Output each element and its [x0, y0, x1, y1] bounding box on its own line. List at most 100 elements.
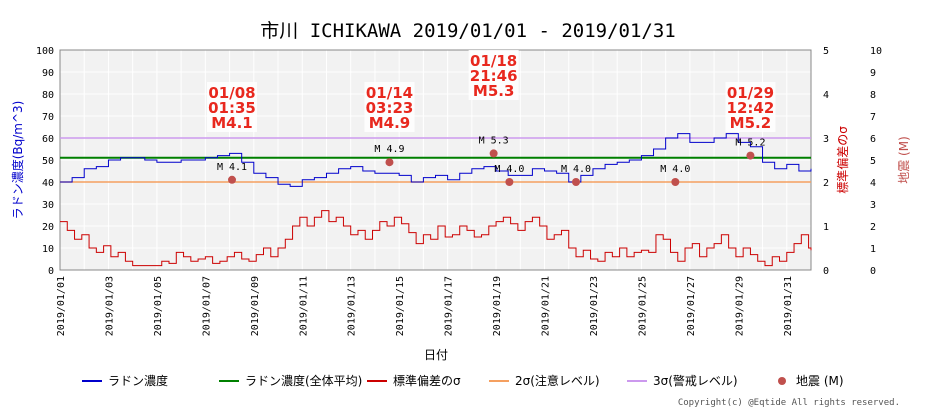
x-tick-label: 2019/01/31 — [783, 276, 794, 336]
legend-label: 標準偏差のσ — [393, 373, 461, 388]
x-tick-label: 2019/01/21 — [541, 276, 552, 336]
y-tick-magnitude: 7 — [870, 112, 876, 123]
y-tick-sigma: 5 — [823, 46, 829, 57]
y-tick-sigma: 3 — [823, 134, 829, 145]
earthquake-label: M 4.9 — [374, 144, 404, 155]
earthquake-point — [505, 178, 514, 186]
y-axis-label-magnitude: 地震 (M) — [897, 136, 911, 184]
y-tick-magnitude: 10 — [870, 46, 882, 57]
legend-item: 地震 (M) — [778, 374, 844, 388]
x-tick-label: 2019/01/19 — [492, 276, 503, 336]
y-tick-magnitude: 8 — [870, 90, 876, 101]
y-tick-left: 0 — [48, 266, 54, 277]
y-tick-magnitude: 6 — [870, 134, 876, 145]
y-tick-left: 20 — [42, 222, 54, 233]
legend: ラドン濃度 ラドン濃度(全体平均) 標準偏差のσ 2σ(注意レベル) 3σ(警戒レベル)… — [82, 373, 844, 388]
x-tick-label: 2019/01/11 — [298, 276, 309, 336]
plot-border — [59, 49, 812, 271]
legend-item: 2σ(注意レベル) — [489, 373, 600, 388]
copyright-text: Copyright(c) @Eqtide All rights reserved… — [678, 398, 900, 408]
y-tick-left: 90 — [42, 68, 54, 79]
x-tick-label: 2019/01/05 — [153, 276, 164, 336]
y-tick-left: 10 — [42, 244, 54, 255]
y-axis-label-left: ラドン濃度(Bq/m^3) — [10, 101, 25, 220]
x-tick-label: 2019/01/27 — [686, 276, 697, 336]
earthquake-point — [671, 178, 680, 186]
y-axis-label-sigma: 標準偏差のσ — [835, 126, 850, 194]
legend-label: 3σ(警戒レベル) — [653, 373, 738, 388]
annotation-line: M4.9 — [369, 114, 411, 132]
y-tick-sigma: 0 — [823, 266, 829, 277]
chart-title: 市川 ICHIKAWA 2019/01/01 - 2019/01/31 — [260, 20, 676, 42]
x-tick-label: 2019/01/03 — [104, 276, 115, 336]
y-tick-sigma: 4 — [823, 90, 829, 101]
annotation-line: 01/18 — [470, 52, 517, 70]
legend-item: 3σ(警戒レベル) — [627, 373, 738, 388]
x-tick-label: 2019/01/25 — [637, 276, 648, 336]
y-tick-magnitude: 4 — [870, 178, 876, 189]
y-tick-magnitude: 1 — [870, 244, 876, 255]
legend-item: ラドン濃度(全体平均) — [219, 373, 362, 388]
annotation-line: 12:42 — [727, 99, 775, 117]
x-tick-label: 2019/01/15 — [395, 276, 406, 336]
y-tick-left: 70 — [42, 112, 54, 123]
y-tick-magnitude: 9 — [870, 68, 876, 79]
y-tick-magnitude: 3 — [870, 200, 876, 211]
y-tick-magnitude: 2 — [870, 222, 876, 233]
earthquake-point — [572, 178, 581, 186]
x-tick-label: 2019/01/29 — [734, 276, 745, 336]
legend-label: ラドン濃度 — [108, 373, 168, 388]
x-tick-label: 2019/01/13 — [347, 276, 358, 336]
annotation-line: M4.1 — [211, 114, 253, 132]
annotation-line: 21:46 — [470, 67, 518, 85]
y-tick-left: 60 — [42, 134, 54, 145]
annotation-line: M5.3 — [473, 82, 515, 100]
y-tick-magnitude: 5 — [870, 156, 876, 167]
y-tick-left: 100 — [36, 46, 54, 57]
earthquake-point — [489, 149, 498, 158]
earthquake-point — [385, 158, 394, 167]
legend-item: ラドン濃度 — [82, 373, 168, 388]
y-tick-left: 30 — [42, 200, 54, 211]
annotation-box — [725, 82, 776, 132]
earthquake-point — [746, 151, 755, 160]
x-axis-label: 日付 — [424, 348, 448, 362]
plot-area: 0102030405060708090100012345012345678910… — [36, 46, 882, 336]
annotation-line: M5.2 — [730, 114, 772, 132]
legend-swatch — [778, 377, 786, 385]
y-tick-left: 50 — [42, 156, 54, 167]
annotation-line: 01/29 — [727, 84, 774, 102]
earthquake-label: M 4.0 — [494, 164, 524, 175]
earthquake-label: M 4.1 — [217, 162, 247, 173]
earthquake-label: M 5.3 — [479, 135, 509, 146]
earthquake-label: M 4.0 — [660, 164, 690, 175]
annotation-line: 01/14 — [366, 84, 413, 102]
annotation-line: 03:23 — [366, 99, 414, 117]
annotation-box — [468, 50, 519, 100]
earthquake-label: M 4.0 — [561, 164, 591, 175]
legend-label: 地震 (M) — [796, 374, 844, 388]
x-tick-label: 2019/01/17 — [444, 276, 455, 336]
annotation-box — [207, 82, 258, 132]
x-tick-label: 2019/01/09 — [250, 276, 261, 336]
series-line-sigma — [60, 210, 812, 267]
y-tick-left: 80 — [42, 90, 54, 101]
annotation-line: 01:35 — [208, 99, 256, 117]
legend-label: ラドン濃度(全体平均) — [245, 373, 362, 388]
x-tick-label: 2019/01/07 — [201, 276, 212, 336]
annotation-box — [364, 82, 415, 132]
earthquake-label: M 5.2 — [735, 138, 765, 149]
legend-item: 標準偏差のσ — [367, 373, 461, 388]
legend-label: 2σ(注意レベル) — [515, 373, 600, 388]
y-tick-left: 40 — [42, 178, 54, 189]
series-line-radon — [60, 133, 812, 187]
x-tick-label: 2019/01/23 — [589, 276, 600, 336]
x-tick-label: 2019/01/01 — [56, 276, 67, 336]
y-tick-sigma: 1 — [823, 222, 829, 233]
y-tick-magnitude: 0 — [870, 266, 876, 277]
